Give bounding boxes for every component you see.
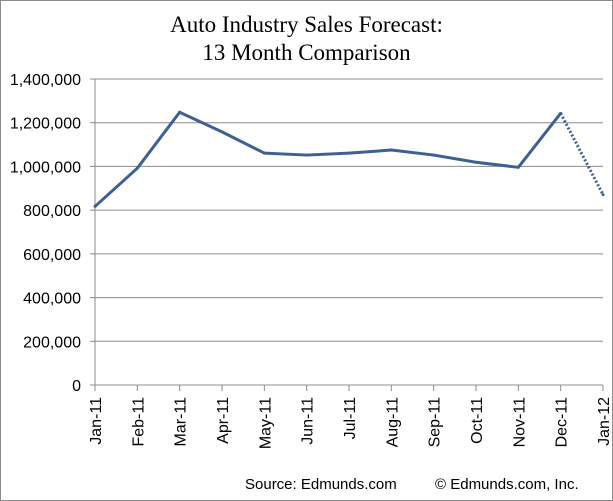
data-point <box>305 153 309 157</box>
x-tick-label: Aug-11 <box>384 397 401 448</box>
y-tick-label: 600,000 <box>23 247 81 264</box>
x-tick-label: Feb-11 <box>130 397 147 447</box>
x-tick-label: Dec-11 <box>554 397 571 447</box>
data-point <box>516 165 520 169</box>
y-tick-label: 200,000 <box>23 334 81 351</box>
x-tick-label: Sep-11 <box>427 397 444 448</box>
data-point <box>262 151 266 155</box>
x-tick-label: Mar-11 <box>173 397 190 447</box>
y-tick-label: 400,000 <box>23 291 81 308</box>
data-point <box>135 166 139 170</box>
data-point <box>178 110 182 114</box>
x-tick-label: Jan-11 <box>88 397 105 445</box>
data-point <box>347 151 351 155</box>
x-tick-label: Apr-11 <box>215 397 232 444</box>
y-tick-label: 0 <box>72 378 81 395</box>
x-tick-label: Jun-11 <box>300 397 317 445</box>
y-tick-label: 800,000 <box>23 203 81 220</box>
y-tick-label: 1,400,000 <box>10 72 81 89</box>
x-tick-label: May-11 <box>257 397 274 449</box>
data-point <box>601 193 605 197</box>
x-tick-label: Nov-11 <box>511 397 528 447</box>
x-tick-label: Jul-11 <box>342 397 359 439</box>
series-line-actual <box>93 110 562 208</box>
y-tick-label: 1,000,000 <box>10 159 81 176</box>
data-point <box>220 130 224 134</box>
data-point <box>559 111 563 115</box>
data-point <box>389 148 393 152</box>
chart-title-line-2: 13 Month Comparison <box>202 40 411 65</box>
x-tick-label: Jan-12 <box>596 397 613 446</box>
y-tick-label: 1,200,000 <box>10 116 81 133</box>
data-point <box>432 153 436 157</box>
copyright-notice: © Edmunds.com, Inc. <box>435 476 579 493</box>
source-credit: Source: Edmunds.com <box>245 476 397 493</box>
x-tick-label: Oct-11 <box>469 397 486 444</box>
series-line-forecast <box>559 112 605 196</box>
data-point <box>474 160 478 164</box>
chart-title-line-1: Auto Industry Sales Forecast: <box>170 12 443 37</box>
data-point <box>93 204 97 208</box>
